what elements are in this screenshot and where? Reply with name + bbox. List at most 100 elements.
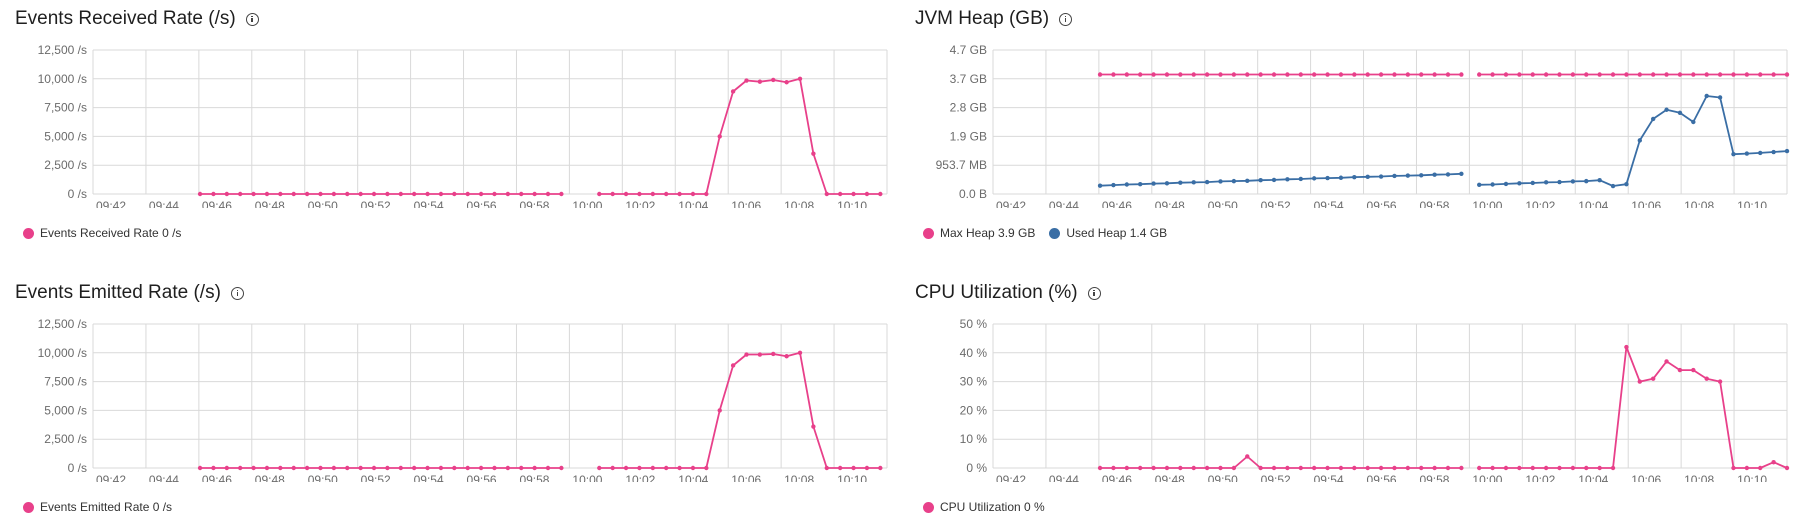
x-tick-label: 09:48 <box>1155 473 1185 482</box>
legend-label: Events Received Rate 0 /s <box>40 226 182 240</box>
data-point <box>1731 465 1736 471</box>
data-point <box>1204 72 1210 77</box>
x-tick-label: 09:42 <box>996 199 1026 208</box>
data-point <box>690 191 696 197</box>
x-tick-label: 10:10 <box>837 473 867 482</box>
data-point <box>757 79 763 84</box>
legend-swatch <box>923 227 934 239</box>
data-point <box>1570 179 1576 184</box>
data-point <box>532 191 537 197</box>
data-point <box>1231 178 1237 184</box>
data-point <box>1784 148 1790 154</box>
data-point <box>1392 72 1397 77</box>
data-point <box>1584 72 1589 77</box>
data-point <box>1097 183 1103 188</box>
data-point <box>1378 174 1384 179</box>
y-tick-label: 953.7 MB <box>936 158 987 172</box>
data-point <box>1758 465 1763 471</box>
data-point <box>1204 465 1210 471</box>
data-point <box>1771 72 1776 77</box>
data-point <box>1419 72 1424 77</box>
data-point <box>650 465 656 471</box>
legend-label: Events Emitted Rate 0 /s <box>40 500 173 514</box>
data-point <box>1164 181 1170 186</box>
x-tick-label: 10:04 <box>1578 473 1608 482</box>
y-tick-label: 12,500 /s <box>38 317 87 331</box>
legend-item[interactable]: Events Received Rate 0 /s <box>23 226 181 240</box>
x-tick-label: 10:00 <box>572 199 602 208</box>
info-icon[interactable] <box>1059 12 1073 26</box>
x-tick-label: 10:08 <box>1684 473 1714 482</box>
data-point <box>1138 465 1143 471</box>
data-point <box>358 191 363 197</box>
data-point <box>398 191 403 197</box>
data-point <box>1744 72 1750 77</box>
data-point <box>398 465 403 471</box>
x-tick-label: 09:56 <box>1367 473 1397 482</box>
data-point <box>1517 465 1522 471</box>
x-tick-label: 09:48 <box>1155 199 1185 208</box>
legend-swatch <box>23 501 34 513</box>
info-icon[interactable] <box>230 286 244 300</box>
data-point <box>1392 465 1397 471</box>
legend-item[interactable]: Max Heap 3.9 GB <box>923 226 1035 240</box>
y-tick-label: 4.7 GB <box>950 43 987 57</box>
data-point <box>545 191 551 197</box>
panel-title: Events Emitted Rate (/s) <box>15 282 244 304</box>
legend-swatch <box>23 227 34 239</box>
data-point <box>864 191 870 197</box>
data-point <box>1610 183 1616 189</box>
data-point <box>1178 180 1183 185</box>
x-tick-label: 09:54 <box>414 473 444 482</box>
legend-label: Max Heap 3.9 GB <box>940 226 1036 240</box>
events-emitted-chart: 0 /s 2,500 /s 5,000 /s 7,500 /s 10,000 /s 12,… <box>38 317 888 482</box>
info-icon[interactable] <box>1087 286 1101 300</box>
legend-swatch <box>1049 227 1061 239</box>
x-tick-label: 09:42 <box>996 473 1026 482</box>
data-point <box>358 465 363 471</box>
data-point <box>663 465 669 471</box>
data-point <box>1704 93 1709 99</box>
data-point <box>1164 465 1170 471</box>
x-tick-label: 09:46 <box>202 473 232 482</box>
jvm-heap-panel: JVM Heap (GB) 0.0 B 953.7 MB 1.9 GB 2.8 GB 3… <box>915 8 1795 248</box>
data-point <box>1378 72 1384 77</box>
data-point <box>438 191 444 197</box>
data-point <box>452 465 457 471</box>
data-point <box>1419 465 1424 471</box>
data-point <box>291 191 296 197</box>
data-point <box>1717 379 1723 384</box>
legend-item[interactable]: Events Emitted Rate 0 /s <box>23 500 172 514</box>
data-point <box>197 465 203 471</box>
x-tick-label: 10:04 <box>1578 199 1608 208</box>
data-point <box>1258 465 1263 471</box>
x-tick-label: 10:08 <box>1684 199 1714 208</box>
x-tick-label: 09:46 <box>1102 199 1132 208</box>
data-point <box>1557 72 1562 77</box>
data-point <box>704 465 709 471</box>
data-point <box>1231 72 1237 77</box>
data-point <box>1097 72 1103 77</box>
y-tick-label: 0 /s <box>68 187 87 201</box>
data-point <box>623 191 629 197</box>
data-point <box>478 465 484 471</box>
data-point <box>505 465 511 471</box>
data-point <box>1758 72 1763 77</box>
data-point <box>559 191 564 197</box>
data-point <box>1218 72 1223 77</box>
data-point <box>345 191 350 197</box>
data-point <box>1624 181 1629 187</box>
data-point <box>1610 72 1616 77</box>
data-point <box>1677 110 1683 116</box>
data-point <box>1338 175 1344 180</box>
data-point <box>1731 151 1736 157</box>
x-tick-label: 09:46 <box>202 199 232 208</box>
legend-item[interactable]: Used Heap 1.4 GB <box>1049 226 1167 240</box>
data-point <box>1517 181 1522 186</box>
data-point <box>784 354 789 359</box>
info-icon[interactable] <box>245 12 259 26</box>
legend-item[interactable]: CPU Utilization 0 % <box>923 500 1045 514</box>
data-point <box>597 465 602 471</box>
data-point <box>304 191 310 197</box>
data-point <box>704 191 709 197</box>
